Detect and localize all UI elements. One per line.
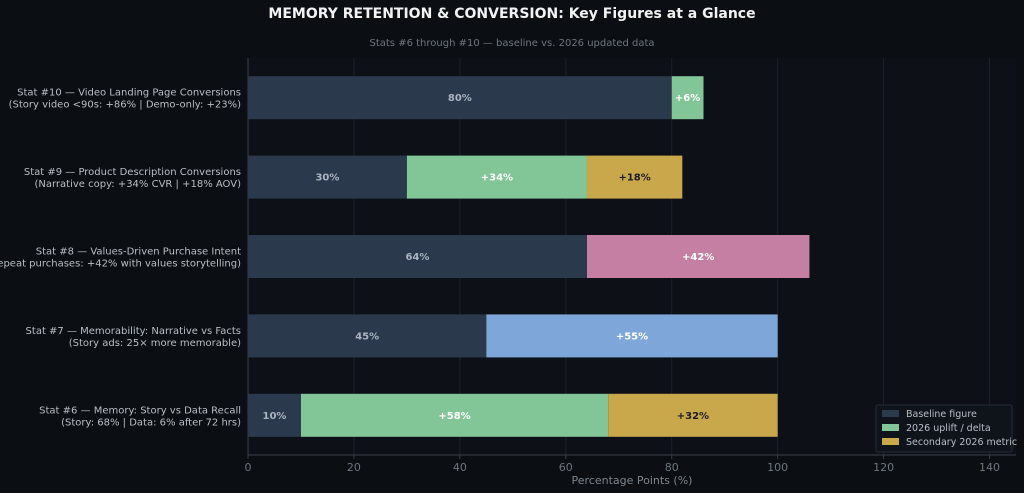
bar-value-label: +42% bbox=[682, 252, 714, 263]
category-label: Stat #8 — Values-Driven Purchase Intent bbox=[36, 247, 241, 258]
bar-segment bbox=[248, 235, 587, 278]
x-tick-label: 60 bbox=[559, 461, 573, 474]
bar-segment bbox=[486, 314, 778, 358]
bar-value-label: 45% bbox=[355, 331, 379, 342]
category-label: Stat #7 — Memorability: Narrative vs Fac… bbox=[26, 326, 241, 337]
bar-segment bbox=[671, 76, 704, 120]
bar-group: 45% +55% bbox=[248, 314, 778, 358]
bar-segment bbox=[248, 76, 672, 120]
bar-value-label: 80% bbox=[448, 93, 472, 104]
bar-segment bbox=[586, 155, 683, 199]
category-sublabel: (Story video <90s: +86% | Demo-only: +23… bbox=[9, 100, 241, 111]
bar-value-label: 64% bbox=[406, 252, 430, 263]
bar-value-label: +55% bbox=[616, 331, 648, 342]
bar-value-label: +6% bbox=[675, 93, 700, 104]
chart-subtitle: Stats #6 through #10 — baseline vs. 2026… bbox=[369, 38, 654, 49]
bar-segment bbox=[300, 393, 609, 437]
legend: Baseline figure 2026 uplift / delta Second… bbox=[875, 404, 1017, 453]
x-tick-label: 100 bbox=[767, 461, 788, 474]
bar-value-label: +58% bbox=[438, 411, 470, 422]
category-sublabel: (Repeat purchases: +42% with values stor… bbox=[0, 259, 241, 270]
category-sublabel: (Narrative copy: +34% CVR | +18% AOV) bbox=[34, 179, 241, 190]
x-tick-label: 120 bbox=[873, 461, 894, 474]
legend-swatch bbox=[882, 438, 899, 445]
bar-value-label: 30% bbox=[315, 173, 339, 184]
legend-box bbox=[875, 404, 1013, 453]
legend-swatch bbox=[882, 424, 899, 431]
category-sublabel: (Story: 68% | Data: 6% after 72 hrs) bbox=[61, 417, 241, 428]
category-label: Stat #6 — Memory: Story vs Data Recall bbox=[39, 405, 241, 416]
bar-group: 30% +34% +18% bbox=[248, 155, 683, 199]
plot-area: 0 20 40 60 80 100 120 140 80% +6% Stat #10 — Video… bbox=[0, 58, 1016, 474]
bar-group: 80% +6% bbox=[248, 76, 704, 120]
x-tick-label: 20 bbox=[347, 461, 361, 474]
x-tick-label: 80 bbox=[665, 461, 679, 474]
x-tick-label: 0 bbox=[245, 461, 252, 474]
category-sublabel: (Story ads: 25× more memorable) bbox=[69, 338, 241, 349]
legend-label: Secondary 2026 metric bbox=[906, 437, 1017, 448]
legend-label: 2026 uplift / delta bbox=[906, 423, 991, 434]
x-tick-label: 140 bbox=[979, 461, 1000, 474]
category-label: Stat #10 — Video Landing Page Conversion… bbox=[17, 88, 241, 99]
x-tick-label: 40 bbox=[453, 461, 467, 474]
bar-segment bbox=[248, 393, 301, 437]
legend-swatch bbox=[882, 410, 899, 417]
bar-value-label: 10% bbox=[263, 411, 287, 422]
chart-title: MEMORY RETENTION & CONVERSION: Key Figur… bbox=[268, 6, 755, 22]
bar-group: 10% +58% +32% bbox=[248, 393, 778, 437]
bar-value-label: +34% bbox=[481, 173, 513, 184]
bar-group: 64% +42% bbox=[248, 235, 810, 278]
category-label: Stat #9 — Product Description Conversion… bbox=[24, 167, 241, 178]
bar-value-label: +32% bbox=[677, 411, 709, 422]
bar-segment bbox=[248, 314, 487, 358]
bar-segment bbox=[406, 155, 587, 199]
bar-segment bbox=[608, 393, 778, 437]
bar-segment bbox=[586, 235, 810, 278]
bar-value-label: +18% bbox=[618, 173, 650, 184]
legend-label: Baseline figure bbox=[906, 409, 977, 420]
bar-segment bbox=[248, 155, 407, 199]
x-axis-label: Percentage Points (%) bbox=[572, 474, 693, 487]
